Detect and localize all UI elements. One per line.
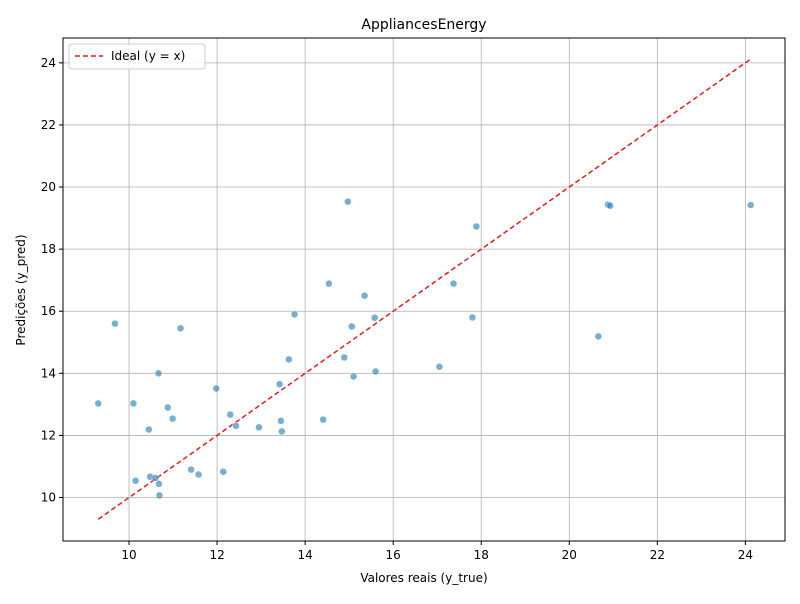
- data-point: [449, 279, 458, 288]
- data-point: [285, 355, 293, 364]
- data-point: [187, 465, 195, 474]
- ideal-line: [97, 58, 752, 520]
- x-tick-label: 14: [297, 548, 312, 562]
- y-axis-label: Predições (y_pred): [14, 234, 28, 345]
- data-point: [594, 332, 603, 341]
- data-point: [151, 474, 160, 482]
- data-point: [371, 367, 380, 376]
- data-point: [472, 222, 481, 231]
- y-axis: 10 12 14 16 18 20 22 24: [41, 56, 63, 505]
- data-point: [194, 470, 203, 479]
- y-tick-label: 12: [41, 428, 56, 442]
- data-point: [212, 384, 220, 393]
- y-tick-label: 24: [41, 56, 56, 70]
- ideal-line-layer: [97, 58, 752, 520]
- data-point: [278, 427, 286, 436]
- data-point: [145, 425, 153, 434]
- y-tick-label: 18: [41, 242, 56, 256]
- data-point: [606, 201, 614, 210]
- data-point: [131, 477, 140, 485]
- y-tick-label: 20: [41, 180, 56, 194]
- x-tick-label: 10: [121, 548, 136, 562]
- data-point: [325, 279, 333, 288]
- data-point: [344, 197, 352, 206]
- data-point: [164, 403, 172, 412]
- x-tick-label: 18: [474, 548, 489, 562]
- data-point: [277, 417, 285, 425]
- data-point: [226, 410, 235, 419]
- grid: [63, 38, 785, 541]
- x-tick-label: 20: [562, 548, 577, 562]
- data-point: [129, 399, 138, 408]
- data-point: [340, 353, 349, 362]
- data-point: [154, 369, 163, 378]
- data-point: [94, 399, 102, 408]
- data-point: [219, 468, 227, 476]
- y-tick-label: 14: [41, 366, 56, 380]
- points-layer: [94, 197, 755, 500]
- x-tick-label: 12: [209, 548, 224, 562]
- data-point: [290, 310, 299, 319]
- data-point: [435, 363, 444, 371]
- data-point: [360, 291, 369, 300]
- plot-area-frame: [62, 37, 786, 542]
- data-point: [168, 414, 177, 423]
- legend-label: Ideal (y = x): [111, 49, 185, 63]
- y-tick-label: 16: [41, 304, 56, 318]
- data-point: [111, 319, 119, 328]
- data-point: [275, 380, 284, 388]
- y-tick-label: 10: [41, 491, 56, 505]
- chart-title: AppliancesEnergy: [361, 17, 486, 33]
- x-tick-label: 22: [650, 548, 665, 562]
- data-point: [155, 491, 164, 500]
- y-tick-label: 22: [41, 118, 56, 132]
- data-point: [746, 201, 755, 209]
- x-axis-label: Valores reais (y_true): [360, 571, 487, 585]
- data-point: [349, 372, 358, 381]
- data-point: [370, 314, 379, 322]
- x-axis: 10 12 14 16 18 20 22 24: [121, 541, 753, 562]
- legend-box: [68, 43, 206, 70]
- legend: Ideal (y = x): [68, 43, 206, 70]
- data-point: [348, 322, 356, 331]
- x-tick-label: 16: [386, 548, 401, 562]
- data-point: [176, 324, 185, 333]
- data-point: [319, 415, 327, 424]
- data-point: [255, 423, 263, 432]
- x-tick-label: 24: [738, 548, 753, 562]
- data-point: [155, 480, 163, 488]
- data-point: [468, 313, 477, 322]
- data-point: [232, 422, 240, 430]
